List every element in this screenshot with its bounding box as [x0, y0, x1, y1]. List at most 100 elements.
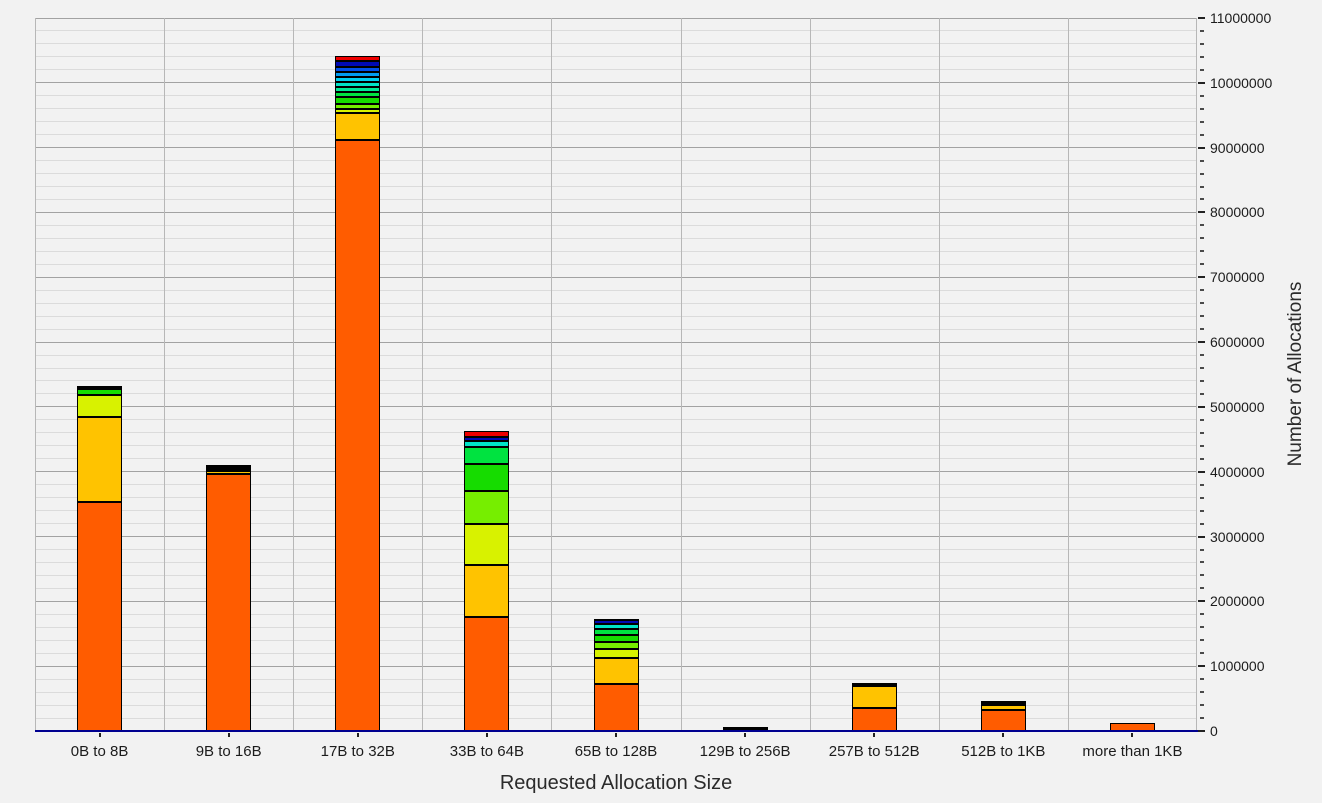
- y-axis-minor-tick: [1200, 418, 1204, 421]
- x-axis-category-label: 33B to 64B: [449, 743, 524, 760]
- gridline-minor: [35, 224, 1197, 226]
- y-axis-minor-tick: [1200, 587, 1204, 590]
- bar-segment-orange[interactable]: [464, 616, 510, 731]
- y-axis-tick-label: 0: [1210, 723, 1218, 739]
- bar-segment-turquoise[interactable]: [593, 624, 639, 630]
- x-axis-category-label: 9B to 16B: [195, 743, 262, 760]
- bar-segment-amber[interactable]: [851, 686, 897, 708]
- x-axis-category-label: 0B to 8B: [70, 743, 129, 760]
- bar-segment-amber[interactable]: [77, 416, 123, 503]
- y-axis-major-tick: [1198, 665, 1205, 668]
- gridline-vertical: [1196, 18, 1197, 731]
- gridline-vertical: [422, 18, 423, 731]
- bar-segment-chartreuse[interactable]: [335, 109, 381, 114]
- bar-segment-amber[interactable]: [206, 471, 252, 475]
- y-axis-tick-label: 3000000: [1210, 528, 1265, 545]
- gridline-vertical: [551, 18, 552, 731]
- bar-segment-spring-green[interactable]: [464, 447, 510, 464]
- y-axis-minor-tick: [1200, 224, 1204, 227]
- gridline-minor: [35, 160, 1197, 162]
- y-axis-major-tick: [1198, 276, 1205, 279]
- gridline-major: [35, 536, 1197, 538]
- bar-segment-lawn-green[interactable]: [593, 642, 639, 650]
- gridline-vertical: [1068, 18, 1069, 731]
- gridline-major: [35, 17, 1197, 19]
- gridline-major: [35, 471, 1197, 473]
- bar-segment-navy[interactable]: [335, 61, 381, 67]
- y-axis-minor-tick: [1200, 548, 1204, 551]
- bar-segment-amber[interactable]: [335, 113, 381, 140]
- y-axis-minor-tick: [1200, 613, 1204, 616]
- gridline-minor: [35, 574, 1197, 576]
- bar-segment-amber[interactable]: [593, 658, 639, 685]
- y-axis-minor-tick: [1200, 159, 1204, 162]
- bar-segment-green[interactable]: [593, 635, 639, 643]
- y-axis-tick-label: 4000000: [1210, 463, 1265, 480]
- bar-segment-spring-green[interactable]: [593, 629, 639, 636]
- x-axis-category-label: 257B to 512B: [828, 743, 920, 760]
- bar-segment-sky-blue[interactable]: [335, 71, 381, 77]
- bar-segment-chartreuse[interactable]: [593, 649, 639, 659]
- bar-segment-turquoise[interactable]: [464, 440, 510, 448]
- bar-segment-black-other[interactable]: [980, 701, 1026, 706]
- gridline-minor: [35, 380, 1197, 382]
- y-axis-minor-tick: [1200, 185, 1204, 188]
- bar-segment-green[interactable]: [77, 389, 123, 395]
- bar-segment-lawn-green[interactable]: [464, 491, 510, 525]
- x-axis-category-label: 129B to 256B: [699, 743, 791, 760]
- bar-segment-green[interactable]: [464, 463, 510, 492]
- gridline-minor: [35, 328, 1197, 330]
- bar-segment-red[interactable]: [335, 55, 381, 62]
- y-axis-minor-tick: [1200, 652, 1204, 655]
- y-axis-minor-tick: [1200, 496, 1204, 499]
- bar-segment-blue[interactable]: [335, 66, 381, 72]
- y-axis-minor-tick: [1200, 354, 1204, 357]
- gridline-vertical: [35, 18, 36, 731]
- x-axis-tick: [98, 733, 101, 737]
- bar-segment-turquoise[interactable]: [335, 82, 381, 88]
- bar-segment-chartreuse[interactable]: [464, 524, 510, 566]
- y-axis-tick-label: 9000000: [1210, 139, 1265, 156]
- bar-segment-orange[interactable]: [980, 709, 1026, 731]
- bar-segment-green[interactable]: [206, 469, 252, 472]
- y-axis-minor-tick: [1200, 237, 1204, 240]
- bar-segment-black-other[interactable]: [593, 618, 639, 621]
- bar-segment-amber[interactable]: [980, 705, 1026, 710]
- gridline-minor: [35, 56, 1197, 58]
- y-axis-major-tick: [1198, 211, 1205, 214]
- bar-segment-orange[interactable]: [851, 707, 897, 731]
- bar-segment-mint-green[interactable]: [335, 87, 381, 92]
- gridline-minor: [35, 121, 1197, 123]
- y-axis-minor-tick: [1200, 172, 1204, 175]
- y-axis-minor-tick: [1200, 691, 1204, 694]
- x-axis-line: [35, 730, 1205, 732]
- x-axis-tick: [1131, 733, 1134, 737]
- bar-segment-spring-green[interactable]: [335, 91, 381, 98]
- bar-segment-navy[interactable]: [464, 436, 510, 441]
- bar-segment-red[interactable]: [464, 431, 510, 437]
- gridline-major: [35, 276, 1197, 278]
- y-axis-minor-tick: [1200, 55, 1204, 58]
- bar-segment-orange[interactable]: [206, 474, 252, 731]
- bar-segment-black-other[interactable]: [851, 683, 897, 687]
- bar-segment-orange[interactable]: [335, 139, 381, 731]
- gridline-major: [35, 82, 1197, 84]
- bar-segment-chartreuse[interactable]: [77, 394, 123, 417]
- bar-segment-black-other[interactable]: [206, 465, 252, 470]
- y-axis-minor-tick: [1200, 457, 1204, 460]
- gridline-minor: [35, 30, 1197, 32]
- bar-segment-black-other[interactable]: [77, 385, 123, 390]
- bar-segment-orange[interactable]: [593, 684, 639, 731]
- bar-segment-green[interactable]: [335, 97, 381, 105]
- x-axis-tick: [615, 733, 617, 737]
- bar-segment-cyan[interactable]: [335, 76, 381, 83]
- gridline-major: [35, 600, 1197, 602]
- gridline-minor: [35, 43, 1197, 45]
- x-axis-tick: [227, 733, 230, 737]
- y-axis-minor-tick: [1200, 107, 1204, 110]
- bar-segment-lawn-green[interactable]: [335, 104, 381, 110]
- gridline-minor: [35, 263, 1197, 265]
- bar-segment-amber[interactable]: [464, 565, 510, 617]
- bar-segment-orange[interactable]: [77, 502, 123, 731]
- gridline-vertical: [681, 18, 682, 731]
